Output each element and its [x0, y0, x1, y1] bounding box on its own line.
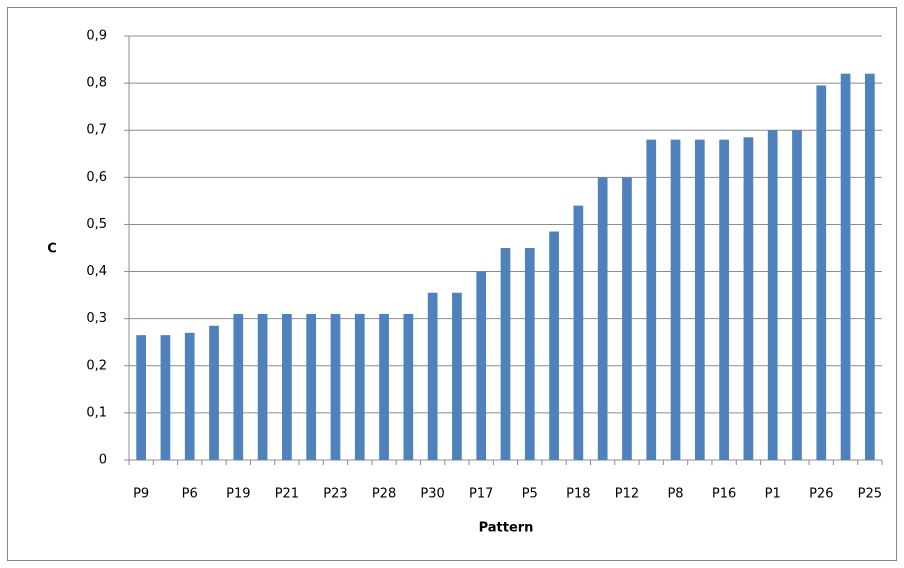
bar — [184, 332, 195, 460]
x-tick-label: P28 — [372, 487, 396, 502]
x-tick-label: P12 — [615, 487, 639, 502]
x-axis-label: Pattern — [479, 521, 534, 536]
x-tick-label: P26 — [809, 487, 833, 502]
y-tick-label: 0,7 — [86, 123, 107, 138]
x-tick-label: P21 — [275, 487, 299, 502]
bar — [816, 85, 827, 460]
x-tick-label: P23 — [323, 487, 347, 502]
x-tick-label: P6 — [182, 487, 198, 502]
bar — [840, 73, 851, 460]
y-tick-label: 0,8 — [86, 76, 107, 91]
y-tick-label: 0 — [99, 453, 107, 468]
bar — [452, 292, 462, 460]
bar — [767, 130, 778, 460]
x-tick-label: P9 — [133, 487, 149, 502]
bar — [282, 313, 292, 460]
y-tick-label: 0,1 — [86, 405, 107, 420]
bar — [257, 313, 268, 460]
bar — [597, 177, 608, 461]
bar — [792, 130, 802, 460]
bar — [719, 139, 729, 460]
y-tick-label: 0,3 — [86, 311, 107, 326]
y-axis-label: C — [47, 242, 57, 257]
x-tick-label: P19 — [226, 487, 250, 502]
y-tick-label: 0,2 — [86, 358, 107, 373]
x-tick-label: P18 — [566, 487, 590, 502]
bar — [622, 177, 632, 461]
bar — [136, 335, 147, 460]
bar — [330, 313, 341, 460]
bar — [233, 313, 244, 460]
bar — [306, 313, 317, 460]
bar — [500, 248, 511, 460]
bar — [476, 271, 487, 460]
bar — [209, 325, 219, 460]
bar — [743, 137, 754, 461]
bar — [670, 139, 681, 460]
bar — [160, 335, 171, 460]
y-tick-label: 0,5 — [86, 217, 107, 232]
x-tick-label: P17 — [469, 487, 493, 502]
bar — [524, 248, 535, 460]
x-tick-label: P30 — [420, 487, 444, 502]
bar — [354, 313, 365, 460]
bar — [694, 139, 705, 460]
bar — [573, 205, 584, 460]
bar — [549, 231, 559, 460]
bar — [379, 313, 389, 460]
y-tick-label: 0,9 — [86, 29, 107, 44]
x-tick-label: P8 — [667, 487, 683, 502]
x-tick-label: P16 — [712, 487, 736, 502]
bar — [427, 292, 438, 460]
bar — [403, 313, 414, 460]
y-tick-label: 0,4 — [86, 264, 107, 279]
y-tick-label: 0,6 — [86, 170, 107, 185]
chart-border — [7, 7, 897, 561]
bar — [646, 139, 657, 460]
x-tick-label: P1 — [765, 487, 781, 502]
bar — [864, 73, 875, 460]
x-tick-label: P25 — [858, 487, 882, 502]
x-tick-label: P5 — [522, 487, 538, 502]
